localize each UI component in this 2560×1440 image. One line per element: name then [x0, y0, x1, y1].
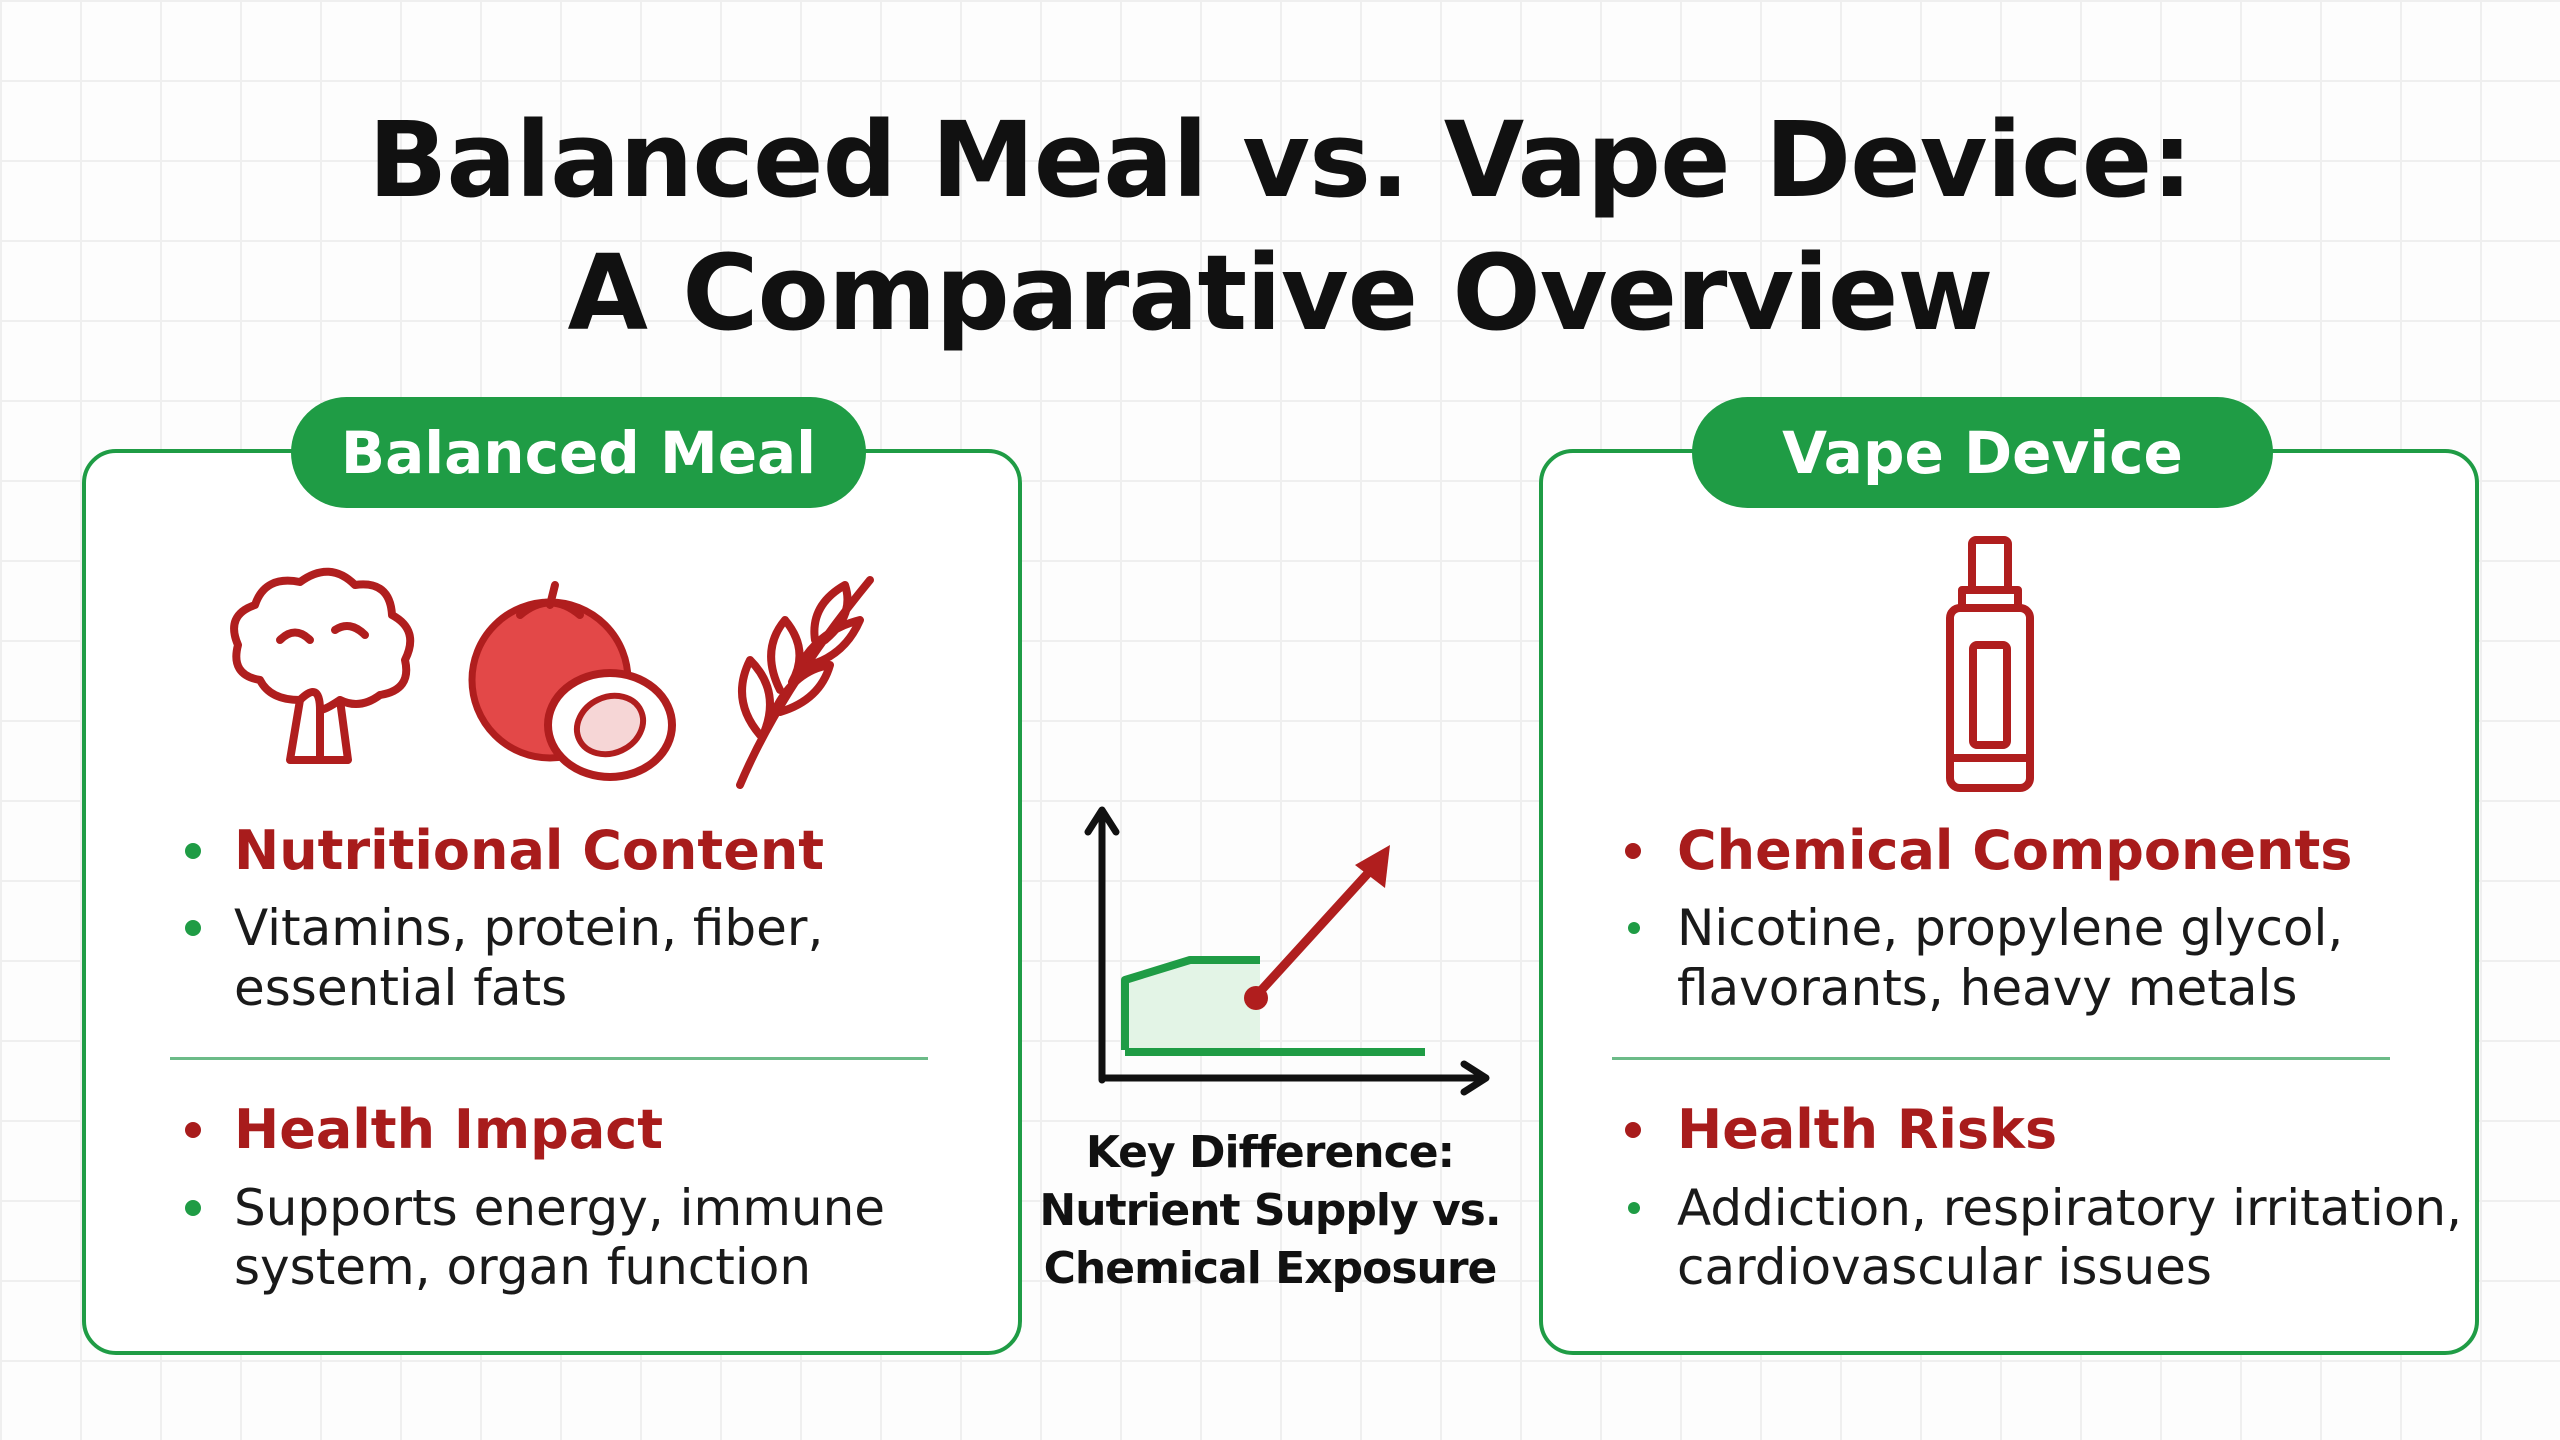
caption-line: Nutrient Supply vs. — [1039, 1185, 1501, 1236]
bullet — [1628, 922, 1640, 934]
bullet — [1625, 1122, 1641, 1138]
bullet — [185, 1122, 201, 1138]
caption-line: Chemical Exposure — [1043, 1243, 1498, 1294]
panel — [1539, 449, 2479, 1355]
body-line: system, organ function — [234, 1238, 812, 1296]
bullet — [1628, 1202, 1640, 1214]
section-heading: Health Risks — [1677, 1098, 2058, 1161]
bullet — [185, 920, 201, 936]
body-line: cardiovascular issues — [1677, 1238, 2212, 1296]
bullet — [185, 1200, 201, 1216]
bullet — [1625, 843, 1641, 859]
body-line: Addiction, respiratory irritation, — [1677, 1179, 2463, 1237]
body-line: Vitamins, protein, fiber, — [234, 899, 824, 957]
panel-label: Vape Device — [1692, 397, 2273, 508]
body-line: flavorants, heavy metals — [1677, 959, 2298, 1017]
body-line: Supports energy, immune — [234, 1179, 886, 1237]
vape-icon — [1946, 536, 2034, 792]
caption-line: Key Difference: — [1085, 1127, 1455, 1178]
divider — [1612, 1057, 2390, 1060]
panel-label: Balanced Meal — [291, 397, 866, 508]
section-heading: Nutritional Content — [234, 819, 825, 882]
section-heading: Health Impact — [234, 1098, 664, 1161]
body-line: Nicotine, propylene glycol, — [1677, 899, 2344, 957]
body-line: essential fats — [234, 959, 568, 1017]
bullet — [185, 843, 201, 859]
comparison-graphic — [1084, 806, 1490, 1096]
divider — [170, 1057, 928, 1060]
title-line: Balanced Meal vs. Vape Device: — [368, 99, 2193, 221]
title-line: A Comparative Overview — [567, 232, 1994, 354]
food-icons — [230, 567, 874, 789]
section-heading: Chemical Components — [1677, 819, 2353, 882]
